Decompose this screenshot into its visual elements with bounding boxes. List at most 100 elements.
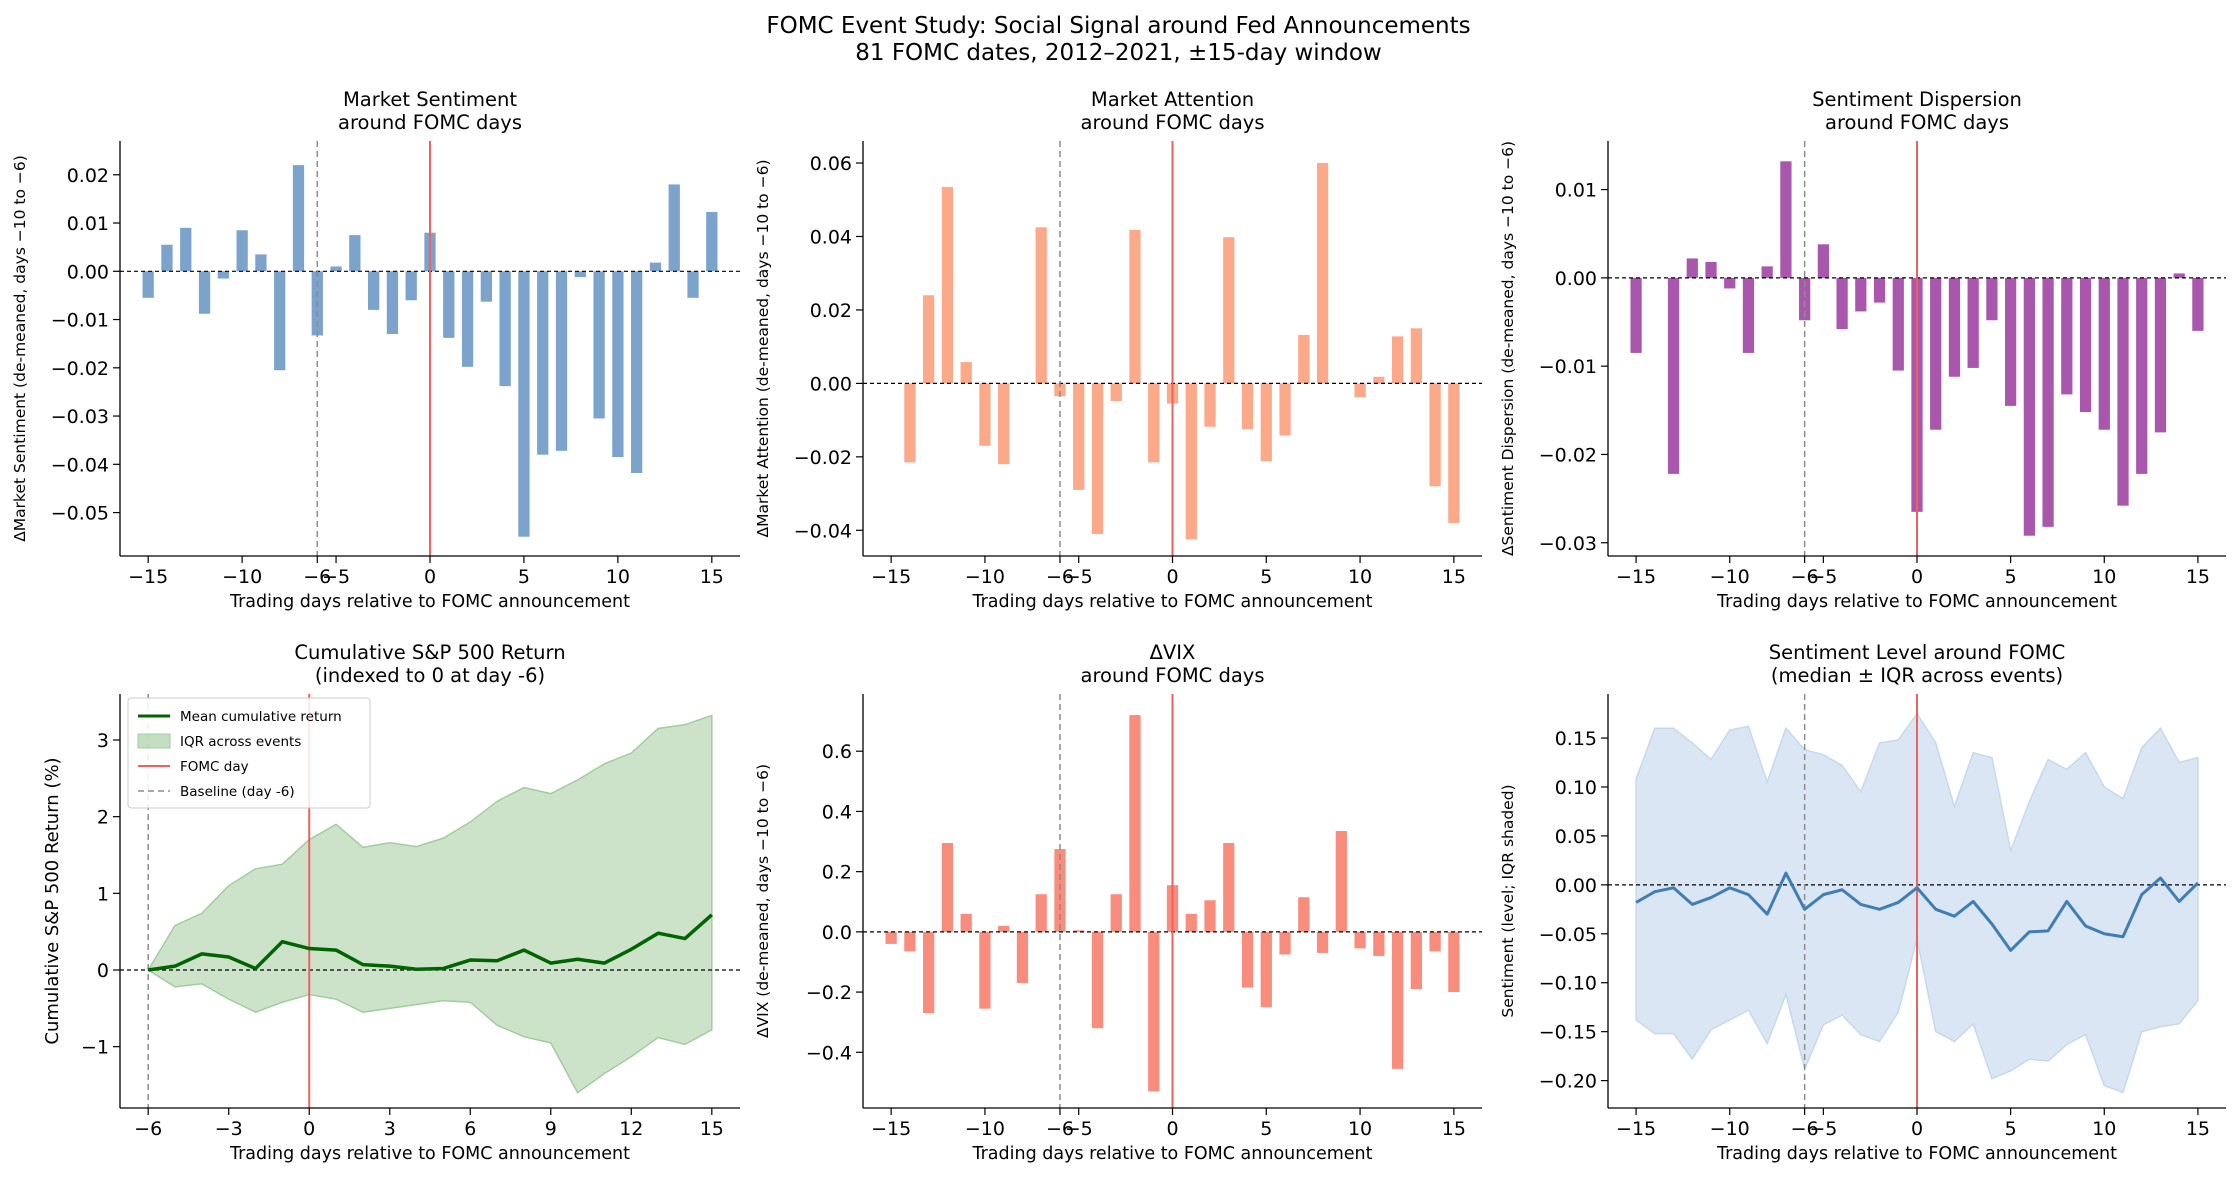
bar-day-11: [631, 271, 643, 473]
x-tick-label: −5: [322, 566, 350, 588]
bar-day--7: [292, 165, 305, 272]
x-tick-label: 15: [1442, 1118, 1466, 1140]
chart-panel-1: −15 −10 −6−5 0 5 10 15 −0.05 −0.04 −0.03 −0.02 −0.0…: [11, 88, 740, 612]
x-tick-label: −5: [1065, 566, 1093, 588]
y-tick-label: −0.02: [1539, 444, 1597, 466]
bar-day-14: [1429, 383, 1441, 487]
bar-day-12: [2136, 277, 2148, 474]
panel-title: ΔVIX: [1150, 641, 1196, 664]
x-tick-label: 10: [2092, 1118, 2116, 1140]
chart-panel-5: −15 −10 −6−5 0 5 10 15 −0.4 −0.2 0.0 0.2 0.4 0.6 ΔVIX…: [754, 641, 1482, 1164]
bar-day--13: [923, 295, 935, 384]
figure-subtitle: 81 FOMC dates, 2012–2021, ±15-day window: [855, 40, 1382, 66]
bar-day-13: [1410, 931, 1422, 990]
y-tick-label: −0.05: [1539, 924, 1597, 946]
bar-day--4: [349, 235, 361, 272]
bar-day-11: [1373, 931, 1385, 956]
bar-day-4: [499, 271, 511, 387]
x-tick-label: −10: [222, 566, 262, 588]
y-tick-label: 0.01: [1555, 180, 1597, 202]
bar-day-3: [1223, 237, 1235, 384]
bar-day--14: [904, 383, 916, 463]
x-tick-label: −15: [1616, 566, 1656, 588]
bar-day--9: [1742, 277, 1755, 353]
panel-subtitle: (indexed to 0 at day -6): [315, 664, 545, 687]
y-tick-label: 0.0: [822, 922, 852, 944]
bar-day-3: [1223, 843, 1235, 932]
x-tick-label: 0: [1166, 1118, 1178, 1140]
bar-day-5: [2005, 277, 2017, 406]
bar-day-2: [1204, 900, 1216, 932]
y-tick-label: 0.05: [1555, 826, 1597, 848]
y-tick-label: 0.02: [67, 165, 109, 187]
x-axis-label: Trading days relative to FOMC announceme…: [1716, 592, 2117, 612]
x-tick-label: −10: [965, 566, 1005, 588]
bar-day--7: [1780, 161, 1792, 278]
series-line: [147, 913, 713, 972]
legend-label: Mean cumulative return: [180, 709, 342, 725]
bar-day--5: [330, 266, 342, 272]
bar-day--12: [941, 186, 954, 384]
y-tick-label: 0.02: [810, 300, 852, 322]
bar-day-13: [668, 184, 680, 272]
panel-title: Cumulative S&P 500 Return: [294, 641, 565, 664]
legend: Mean cumulative return IQR across events F…: [127, 697, 371, 809]
bar-day-7: [2042, 277, 2054, 527]
bar-day--4: [1836, 277, 1848, 330]
bar-day--4: [1091, 383, 1104, 534]
panel-title: Market Attention: [1091, 88, 1254, 111]
y-tick-label: −0.03: [1539, 533, 1597, 555]
bar-day-14: [2173, 273, 2185, 278]
bar-day--7: [1035, 894, 1047, 932]
bar-day--9: [998, 383, 1010, 465]
bar-day--8: [274, 271, 286, 371]
y-tick-label: −0.01: [1539, 356, 1597, 378]
bar-day-6: [537, 271, 549, 455]
bar-day-4: [1986, 277, 1998, 321]
bar-day--6: [1054, 849, 1066, 932]
legend-swatch-iqr: [137, 733, 171, 749]
bar-day-2: [1948, 277, 1961, 377]
x-tick-label: 15: [2186, 566, 2210, 588]
bar-day-9: [2079, 277, 2092, 413]
bar-day-1: [443, 271, 455, 338]
bar-day-1: [1185, 913, 1197, 932]
bar-day--14: [161, 244, 173, 272]
bar-day--3: [1110, 894, 1122, 932]
bar-day--11: [217, 271, 229, 279]
bar-day-14: [687, 271, 699, 298]
iqr-band: [147, 714, 713, 1094]
figure-title: FOMC Event Study: Social Signal around F…: [766, 13, 1471, 39]
x-tick-label: −5: [1809, 1118, 1837, 1140]
bar-day-14: [1429, 931, 1441, 952]
bar-day--9: [255, 254, 267, 272]
x-tick-label: −6: [1046, 566, 1074, 588]
bar-day--2: [1129, 715, 1141, 932]
y-tick-label: −0.03: [51, 406, 109, 428]
x-tick-label: −10: [1710, 1118, 1750, 1140]
x-tick-label: −10: [965, 1118, 1005, 1140]
bar-day--3: [368, 271, 380, 310]
bar-day--5: [1073, 930, 1085, 932]
y-tick-label: −0.05: [51, 503, 109, 525]
bar-day-5: [518, 271, 530, 537]
panel-subtitle: around FOMC days: [1081, 111, 1265, 134]
y-tick-label: 0.10: [1555, 777, 1597, 799]
y-tick-label: 0.15: [1555, 728, 1597, 750]
bar-day--13: [923, 931, 935, 1014]
x-tick-label: −6: [303, 566, 331, 588]
x-tick-label: −10: [1710, 566, 1750, 588]
bar-day--6: [1054, 383, 1066, 397]
bar-day--10: [1724, 277, 1736, 289]
y-tick-label: −0.4: [806, 1042, 852, 1064]
bar-day-8: [1316, 163, 1329, 384]
bar-day-2: [1204, 383, 1216, 427]
x-tick-label: 10: [1348, 566, 1372, 588]
bar-day-9: [593, 271, 605, 419]
bar-day--10: [236, 230, 248, 272]
x-tick-label: 5: [2005, 1118, 2017, 1140]
panel-subtitle: around FOMC days: [1081, 664, 1265, 687]
x-axis-label: Trading days relative to FOMC announceme…: [971, 1144, 1372, 1164]
